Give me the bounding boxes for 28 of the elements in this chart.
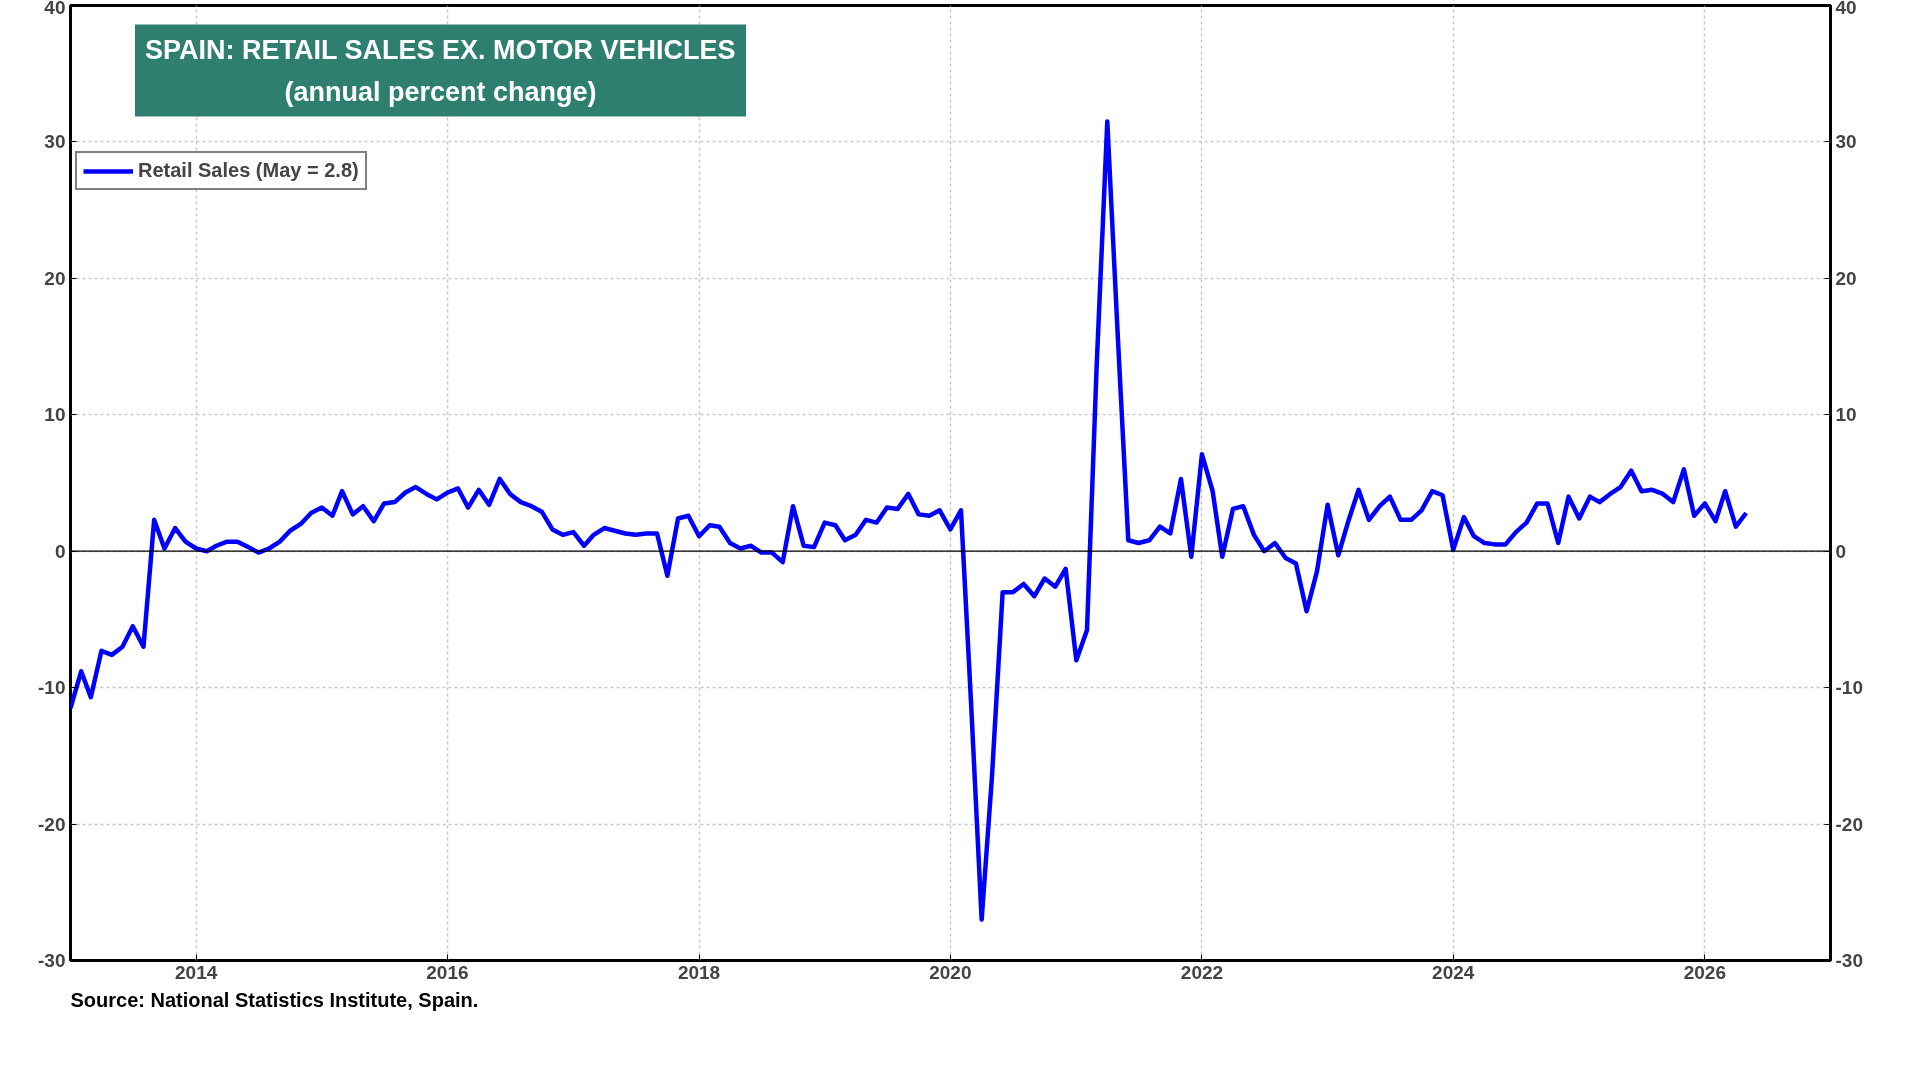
- y2-tick-label: -10: [1835, 677, 1863, 699]
- x-tick-label: 2026: [1683, 961, 1727, 983]
- source-note: Source: National Statistics Institute, Spain.: [70, 988, 479, 1011]
- x-tick-label: 2022: [1180, 961, 1224, 983]
- y-tick-label: -30: [38, 950, 66, 971]
- y2-tick-label: 10: [1835, 404, 1857, 426]
- y2-tick-label: -20: [1835, 813, 1863, 835]
- y-tick-label: 40: [44, 0, 66, 18]
- y2-tick-label: 0: [1835, 540, 1847, 562]
- y2-tick-label: -30: [1835, 950, 1863, 971]
- text: SPAIN: RETAIL SALES EX. MOTOR VEHICLES: [144, 34, 736, 65]
- y-tick-label: 20: [44, 267, 66, 289]
- y2-tick-label: 20: [1835, 267, 1857, 289]
- x-tick-label: 2020: [929, 961, 972, 983]
- legend-label: Retail Sales (May = 2.8): [138, 159, 359, 182]
- x-tick-label: 2018: [677, 961, 721, 983]
- x-tick-label: 2014: [175, 961, 218, 983]
- y-tick-label: -10: [38, 677, 66, 699]
- line-series: [70, 119, 1749, 922]
- x-tick-label: 2016: [426, 961, 469, 983]
- y2-tick-label: 40: [1835, 0, 1857, 18]
- y2-tick-label: 30: [1835, 131, 1857, 153]
- y-tick-label: -20: [38, 813, 66, 835]
- y-tick-label: 0: [54, 540, 66, 562]
- y-tick-label: 10: [44, 404, 66, 426]
- x-tick-label: 2024: [1432, 961, 1475, 983]
- y-tick-label: 30: [44, 131, 66, 153]
- text: (annual percent change): [284, 76, 597, 107]
